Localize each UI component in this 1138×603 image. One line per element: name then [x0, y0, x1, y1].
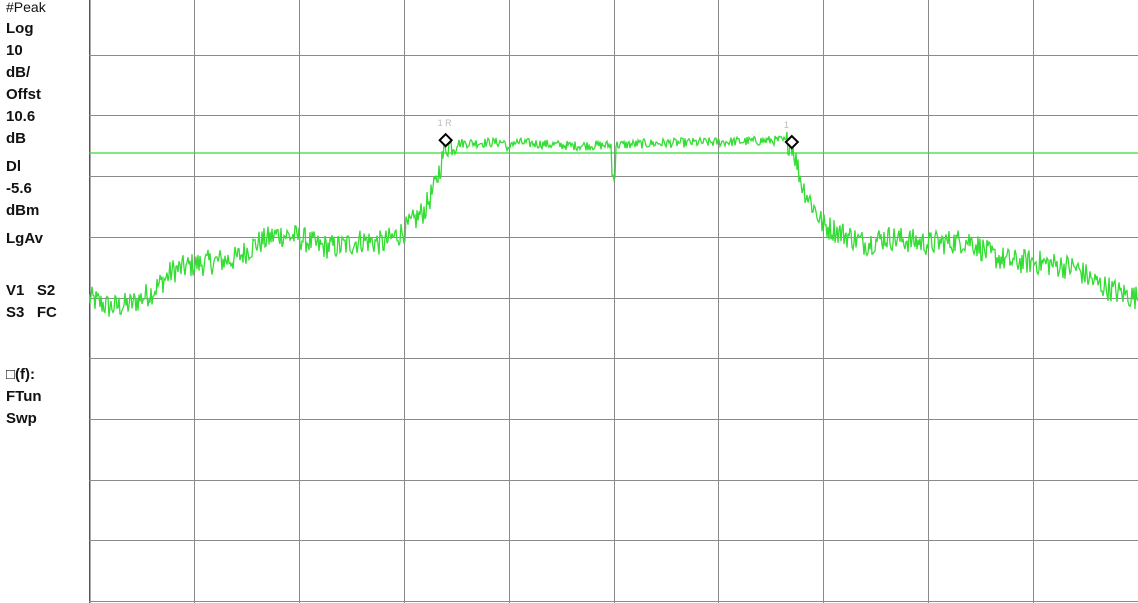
detector-label: #Peak: [6, 0, 46, 15]
offset-label: Offst: [6, 86, 41, 103]
graticule: [89, 0, 1138, 603]
spectrum-display[interactable]: 1 R 1: [89, 0, 1138, 603]
scale-value-label: 10: [6, 42, 23, 59]
marker-mode-label: FTun: [6, 388, 42, 405]
marker-function-label: □(f):: [6, 366, 36, 383]
offset-unit-label: dB: [6, 130, 26, 147]
averaging-label: LgAv: [6, 230, 43, 247]
left-marker-tag: 1 R: [438, 118, 453, 128]
marker-sweep-label: Swp: [6, 410, 37, 427]
offset-value-label: 10.6: [6, 108, 36, 125]
left-marker-diamond[interactable]: [438, 132, 454, 148]
right-marker-tag: 1: [784, 120, 789, 130]
display-line-label: Dl: [6, 158, 21, 175]
spectrum-trace: [89, 131, 1138, 317]
spectrum-plot[interactable]: 1 R 1: [89, 0, 1138, 603]
trace-flags-row-2: S3 FC: [6, 304, 57, 321]
scale-unit-label: dB/: [6, 64, 31, 81]
annotation-sidebar: #Peak Log 10 dB/ Offst 10.6 dB Dl -5.6 d…: [0, 0, 90, 603]
scale-type-label: Log: [6, 20, 34, 37]
display-line-value-label: -5.6: [6, 180, 32, 197]
display-line-unit-label: dBm: [6, 202, 40, 219]
trace-flags-row-1: V1 S2: [6, 282, 56, 299]
markers: 1 R 1: [438, 118, 800, 150]
right-marker-diamond[interactable]: [784, 134, 800, 150]
